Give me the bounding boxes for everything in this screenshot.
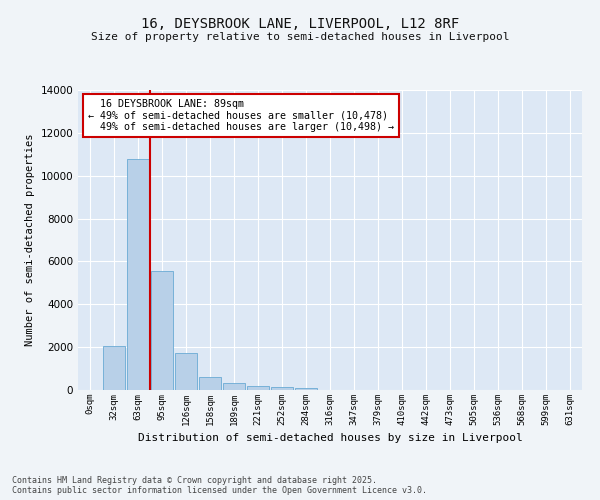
- Bar: [127, 158, 149, 390]
- X-axis label: Distribution of semi-detached houses by size in Liverpool: Distribution of semi-detached houses by …: [137, 434, 523, 444]
- Bar: [271, 387, 293, 390]
- Bar: [223, 383, 245, 390]
- Text: 16 DEYSBROOK LANE: 89sqm  
← 49% of semi-detached houses are smaller (10,478)
  : 16 DEYSBROOK LANE: 89sqm ← 49% of semi-d…: [88, 99, 394, 132]
- Text: Contains HM Land Registry data © Crown copyright and database right 2025.
Contai: Contains HM Land Registry data © Crown c…: [12, 476, 427, 495]
- Text: 16, DEYSBROOK LANE, LIVERPOOL, L12 8RF: 16, DEYSBROOK LANE, LIVERPOOL, L12 8RF: [141, 18, 459, 32]
- Bar: [151, 271, 173, 390]
- Y-axis label: Number of semi-detached properties: Number of semi-detached properties: [25, 134, 35, 346]
- Bar: [175, 352, 197, 390]
- Bar: [247, 386, 269, 390]
- Bar: [103, 346, 125, 390]
- Bar: [295, 388, 317, 390]
- Bar: [199, 376, 221, 390]
- Text: Size of property relative to semi-detached houses in Liverpool: Size of property relative to semi-detach…: [91, 32, 509, 42]
